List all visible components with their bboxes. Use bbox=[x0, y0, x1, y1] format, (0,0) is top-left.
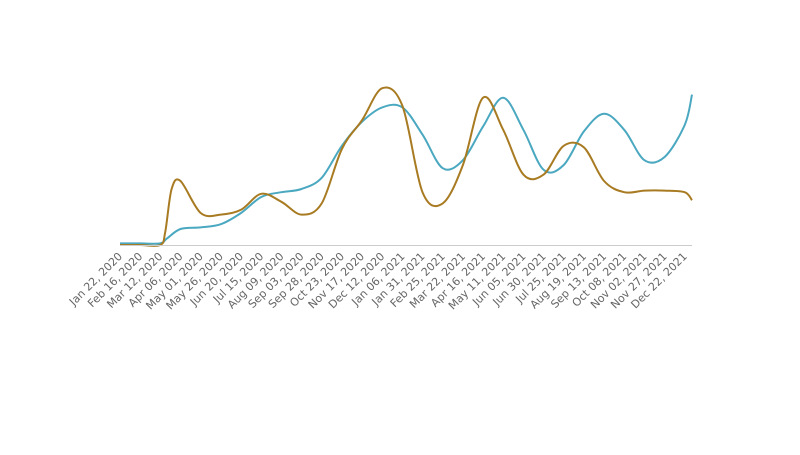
series-line-2 bbox=[120, 86, 693, 247]
series-layer bbox=[120, 86, 693, 247]
